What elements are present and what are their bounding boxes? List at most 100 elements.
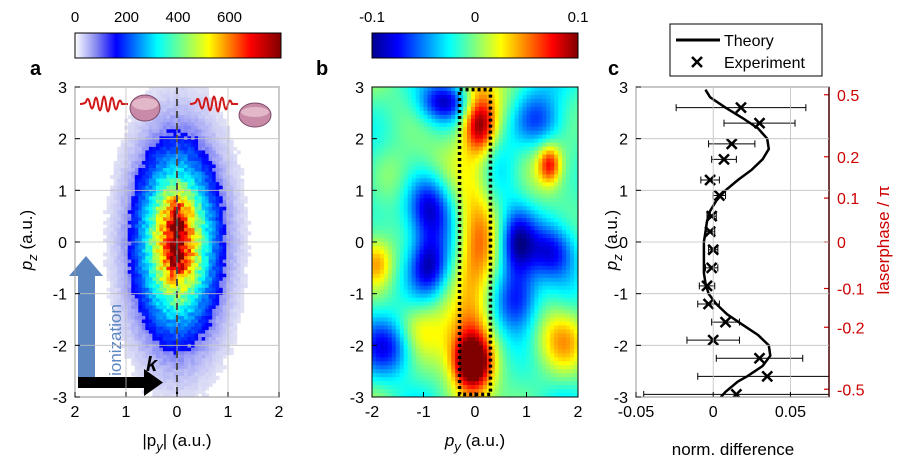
heat-cell bbox=[152, 270, 157, 275]
heat-cell bbox=[391, 126, 397, 132]
heat-cell bbox=[455, 182, 460, 187]
heat-cell bbox=[215, 199, 220, 204]
heat-cell bbox=[467, 273, 472, 279]
heat-cell bbox=[120, 263, 125, 268]
heat-cell bbox=[407, 393, 413, 397]
heat-cell bbox=[148, 164, 153, 169]
heat-cell bbox=[435, 301, 440, 306]
heat-cell bbox=[411, 393, 416, 397]
heat-cell bbox=[443, 309, 448, 314]
heat-cell bbox=[212, 308, 217, 313]
heat-cell bbox=[403, 337, 409, 342]
heat-cell bbox=[419, 285, 424, 291]
heat-cell bbox=[375, 170, 381, 175]
heat-cell bbox=[117, 217, 122, 222]
heat-cell bbox=[152, 224, 157, 229]
heat-cell bbox=[173, 139, 178, 144]
heat-cell bbox=[395, 309, 401, 314]
heat-cell bbox=[395, 385, 401, 390]
heat-cell bbox=[145, 213, 150, 218]
heat-cell bbox=[177, 171, 181, 176]
heat-cell bbox=[372, 313, 377, 318]
heat-cell bbox=[439, 369, 444, 374]
heat-cell bbox=[215, 206, 220, 211]
heat-cell bbox=[127, 252, 132, 257]
heat-cell bbox=[127, 277, 132, 282]
heat-cell bbox=[180, 287, 185, 292]
heat-cell bbox=[399, 222, 405, 227]
heat-cell bbox=[375, 253, 381, 259]
heat-cell bbox=[403, 226, 409, 231]
heat-cell bbox=[447, 118, 452, 124]
heat-cell bbox=[215, 354, 220, 359]
heat-cell bbox=[212, 238, 217, 243]
heat-cell bbox=[431, 377, 436, 382]
heat-cell bbox=[463, 106, 468, 112]
heat-cell bbox=[152, 196, 157, 201]
heat-cell bbox=[439, 265, 444, 271]
heat-cell bbox=[141, 389, 146, 394]
heat-cell bbox=[155, 164, 160, 169]
heat-cell bbox=[395, 138, 401, 144]
heat-cell bbox=[447, 214, 452, 219]
heat-cell bbox=[173, 203, 178, 208]
heat-cell bbox=[162, 354, 167, 359]
heat-cell bbox=[467, 293, 472, 299]
heat-cell bbox=[152, 129, 157, 134]
heat-cell bbox=[162, 220, 167, 225]
heat-cell bbox=[148, 294, 153, 299]
heat-cell bbox=[222, 189, 227, 194]
heat-cell bbox=[439, 194, 444, 199]
heat-cell bbox=[205, 231, 210, 236]
heat-cell bbox=[443, 94, 448, 100]
heat-cell bbox=[205, 379, 210, 384]
heat-cell bbox=[131, 277, 136, 282]
heat-cell bbox=[138, 171, 143, 176]
heat-cell bbox=[423, 174, 428, 179]
heat-cell bbox=[443, 118, 448, 124]
heat-cell bbox=[443, 265, 448, 271]
heat-cell bbox=[173, 284, 178, 289]
heat-cell bbox=[431, 142, 436, 148]
heat-cell bbox=[198, 157, 203, 162]
heat-cell bbox=[106, 266, 111, 271]
heat-cell bbox=[138, 330, 143, 334]
colorbar-tick-label: 600 bbox=[217, 9, 242, 26]
heat-cell bbox=[463, 146, 468, 151]
heat-cell bbox=[403, 230, 409, 235]
heat-cell bbox=[145, 368, 150, 373]
heat-cell bbox=[166, 312, 171, 317]
heat-cell bbox=[148, 139, 153, 144]
heat-cell bbox=[451, 365, 456, 370]
heat-cell bbox=[155, 375, 160, 380]
heat-cell bbox=[131, 160, 136, 165]
heat-cell bbox=[435, 130, 440, 136]
heat-cell bbox=[222, 125, 227, 130]
heat-cell bbox=[233, 185, 238, 190]
heat-cell bbox=[411, 353, 416, 358]
heat-cell bbox=[455, 126, 460, 132]
heat-cell bbox=[194, 115, 199, 120]
heat-cell bbox=[187, 164, 192, 169]
heat-cell bbox=[411, 202, 416, 207]
heat-cell bbox=[127, 132, 132, 137]
heat-cell bbox=[138, 242, 143, 246]
heat-cell bbox=[379, 102, 385, 108]
heat-cell bbox=[415, 313, 420, 318]
heat-cell bbox=[391, 162, 397, 167]
heat-cell bbox=[127, 139, 132, 144]
heat-cell bbox=[138, 175, 143, 179]
heat-cell bbox=[372, 202, 377, 207]
heat-cell bbox=[459, 238, 464, 243]
x-tick-label: 0 bbox=[173, 404, 182, 421]
heat-cell bbox=[399, 365, 405, 370]
heat-cell bbox=[166, 344, 171, 349]
heat-cell bbox=[113, 252, 118, 257]
heat-cell bbox=[208, 220, 213, 225]
heat-cell bbox=[240, 231, 245, 236]
heat-cell bbox=[427, 249, 432, 255]
heat-cell bbox=[212, 210, 217, 215]
heat-cell bbox=[169, 284, 174, 289]
heat-cell bbox=[375, 381, 381, 386]
heat-cell bbox=[455, 190, 460, 195]
